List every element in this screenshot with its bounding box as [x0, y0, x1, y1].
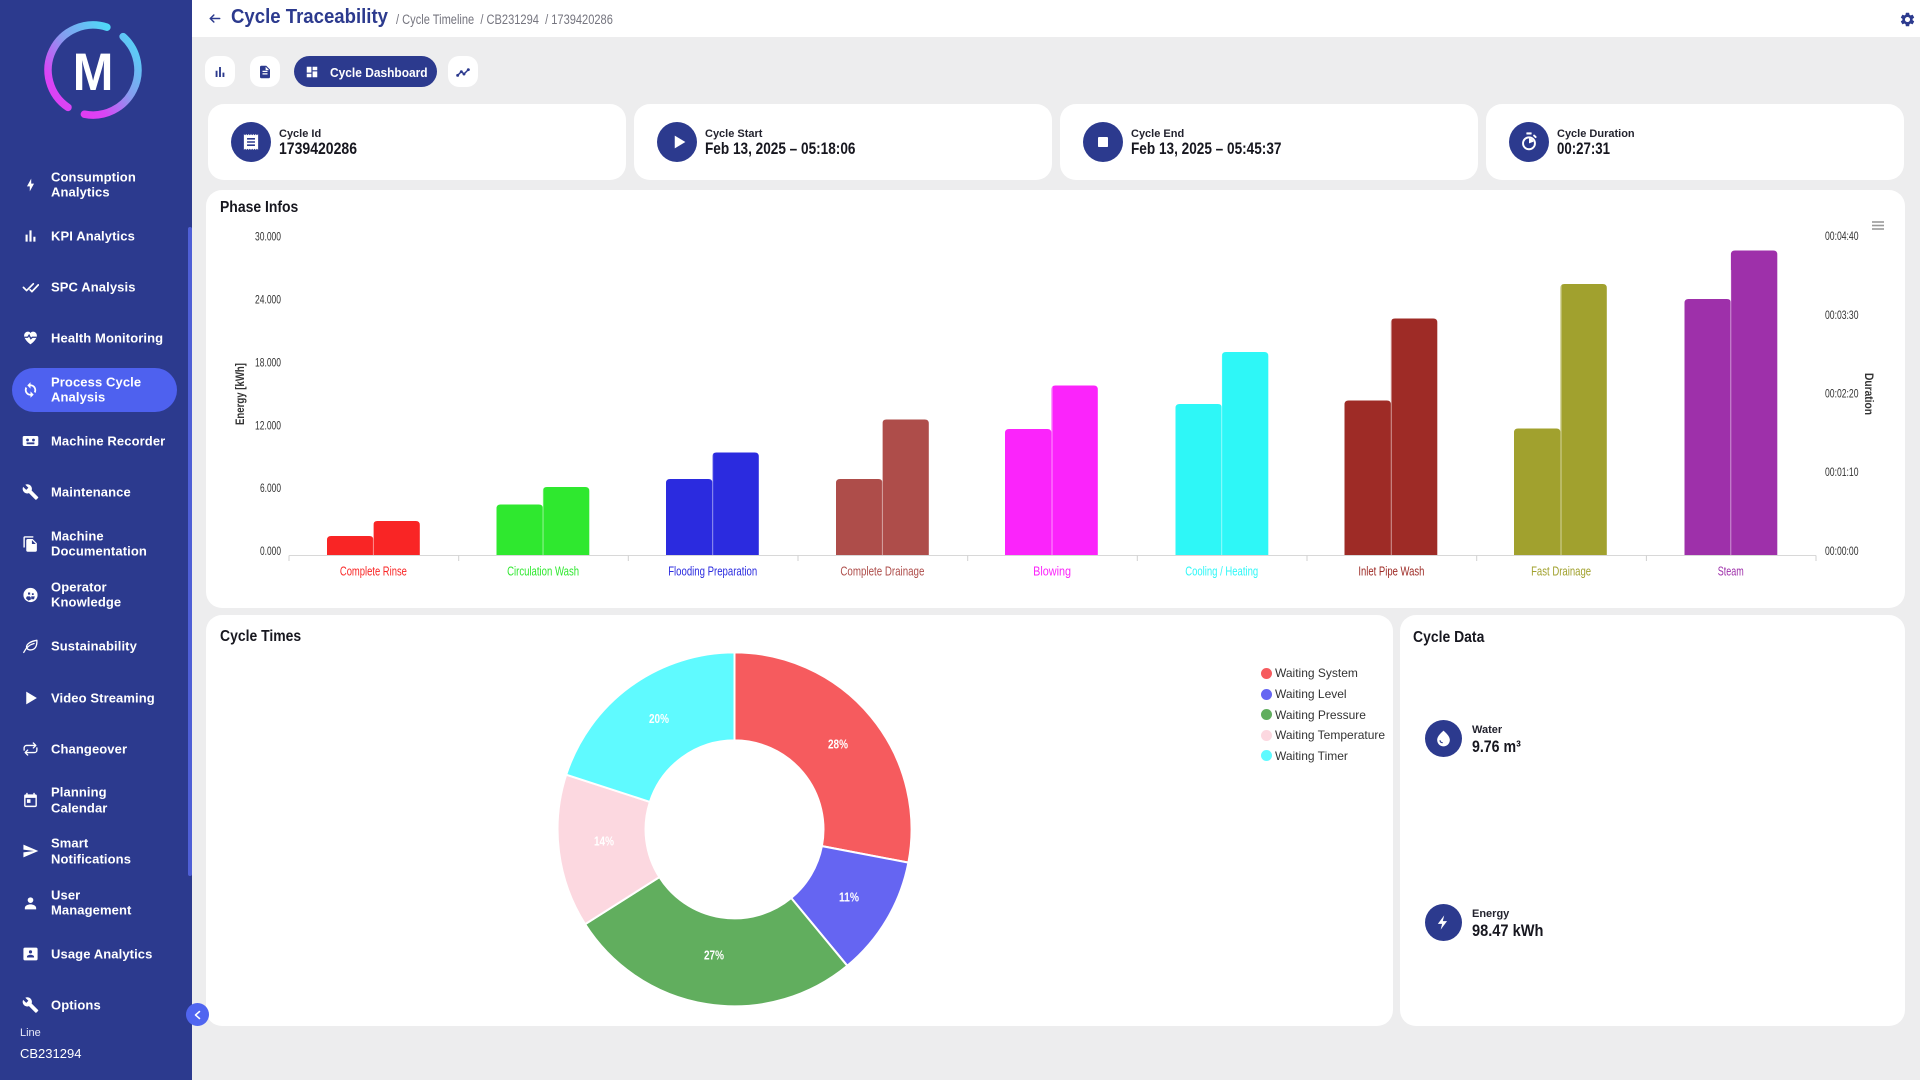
svg-text:Fast Drainage: Fast Drainage: [1531, 564, 1591, 579]
svg-text:0.000: 0.000: [260, 544, 281, 558]
svg-text:20%: 20%: [649, 711, 669, 726]
svg-text:Steam: Steam: [1718, 564, 1744, 579]
svg-text:Cooling / Heating: Cooling / Heating: [1185, 564, 1258, 579]
svg-text:00:02:20: 00:02:20: [1825, 387, 1859, 401]
svg-text:Circulation Wash: Circulation Wash: [507, 564, 579, 579]
svg-text:24.000: 24.000: [255, 293, 281, 307]
svg-text:Energy [kWh]: Energy [kWh]: [233, 363, 247, 425]
svg-text:00:04:40: 00:04:40: [1825, 229, 1859, 243]
svg-text:18.000: 18.000: [255, 355, 281, 369]
svg-text:Duration: Duration: [1862, 373, 1876, 415]
svg-text:28%: 28%: [828, 737, 848, 752]
svg-text:14%: 14%: [594, 834, 614, 849]
svg-text:Complete Drainage: Complete Drainage: [840, 564, 924, 579]
svg-text:6.000: 6.000: [260, 481, 281, 495]
svg-text:00:01:10: 00:01:10: [1825, 465, 1859, 479]
svg-text:Blowing: Blowing: [1033, 564, 1071, 579]
svg-text:Flooding Preparation: Flooding Preparation: [668, 564, 757, 579]
svg-text:11%: 11%: [839, 890, 859, 905]
svg-text:M: M: [73, 42, 114, 101]
svg-text:30.000: 30.000: [255, 230, 281, 244]
svg-text:00:00:00: 00:00:00: [1825, 544, 1859, 558]
svg-text:00:03:30: 00:03:30: [1825, 308, 1859, 322]
svg-text:Inlet Pipe Wash: Inlet Pipe Wash: [1358, 564, 1424, 579]
svg-text:12.000: 12.000: [255, 418, 281, 432]
svg-text:27%: 27%: [704, 948, 724, 963]
svg-text:Complete Rinse: Complete Rinse: [340, 564, 407, 579]
